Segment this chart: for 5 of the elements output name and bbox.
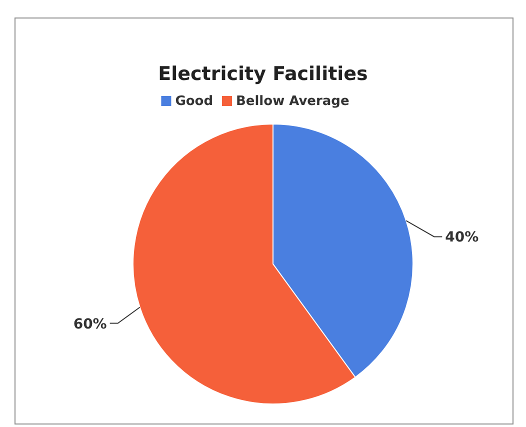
legend-label: Bellow Average	[236, 94, 350, 109]
legend-label: Good	[175, 94, 214, 109]
data-label: 40%	[445, 230, 479, 246]
data-label: 60%	[73, 316, 107, 332]
chart-title: Electricity Facilities	[158, 63, 368, 85]
